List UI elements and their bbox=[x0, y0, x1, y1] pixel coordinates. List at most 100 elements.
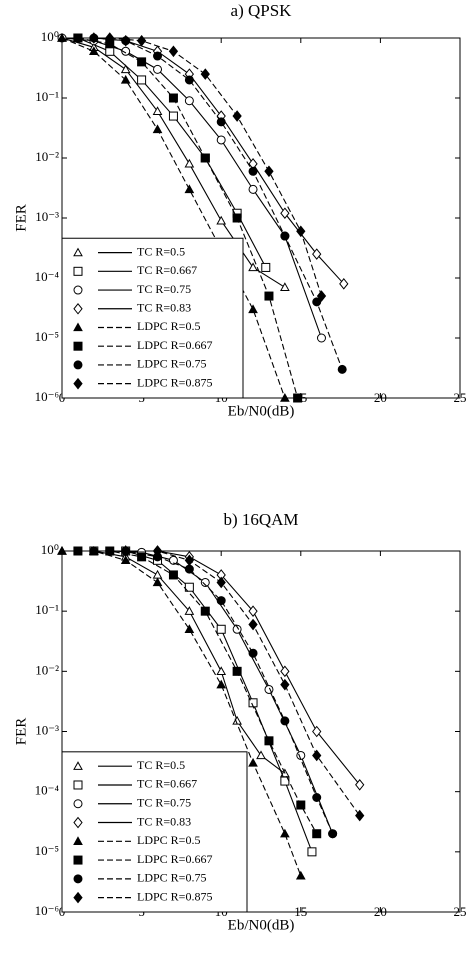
marker bbox=[137, 57, 147, 67]
marker bbox=[73, 816, 83, 829]
marker bbox=[295, 870, 306, 880]
y-tick-label: 10⁻⁴ bbox=[35, 269, 60, 284]
y-tick-label: 10⁻³ bbox=[35, 209, 59, 224]
x-tick-label: 20 bbox=[374, 904, 387, 919]
marker bbox=[152, 124, 163, 134]
marker bbox=[216, 666, 227, 676]
marker bbox=[248, 757, 258, 767]
marker bbox=[137, 552, 147, 562]
legend-label: TC R=0.667 bbox=[137, 777, 197, 791]
series-line bbox=[62, 38, 286, 398]
marker bbox=[168, 93, 178, 103]
marker bbox=[153, 64, 163, 74]
marker bbox=[73, 780, 83, 790]
legend-label: TC R=0.83 bbox=[137, 301, 191, 315]
marker bbox=[355, 779, 365, 791]
marker bbox=[73, 360, 83, 370]
marker bbox=[296, 800, 306, 810]
series-line bbox=[109, 551, 334, 834]
legend-label: TC R=0.75 bbox=[137, 796, 191, 810]
marker bbox=[280, 282, 290, 291]
y-tick-label: 10⁻² bbox=[35, 149, 59, 164]
marker bbox=[312, 829, 322, 839]
marker bbox=[216, 624, 226, 634]
marker bbox=[88, 46, 99, 56]
marker bbox=[248, 648, 258, 658]
marker bbox=[216, 215, 227, 225]
marker bbox=[280, 716, 290, 726]
y-tick-label: 10⁻⁵ bbox=[35, 329, 59, 344]
marker bbox=[232, 213, 242, 223]
legend-label: LDPC R=0.667 bbox=[137, 338, 212, 352]
y-tick-label: 10⁻⁴ bbox=[35, 783, 60, 798]
marker bbox=[168, 555, 178, 565]
marker bbox=[73, 855, 83, 865]
marker bbox=[280, 678, 290, 691]
marker bbox=[293, 393, 303, 403]
marker bbox=[200, 153, 210, 163]
marker bbox=[184, 624, 195, 633]
legend-label: LDPC R=0.5 bbox=[137, 319, 200, 333]
series-line bbox=[125, 551, 361, 816]
marker bbox=[184, 606, 195, 615]
legend-label: TC R=0.5 bbox=[137, 244, 185, 258]
marker bbox=[216, 596, 226, 606]
marker bbox=[232, 110, 242, 122]
marker bbox=[216, 117, 226, 127]
y-tick-label: 10⁻⁶ bbox=[35, 389, 59, 404]
plot-frame bbox=[61, 550, 461, 913]
y-tick-label: 10⁻⁵ bbox=[35, 843, 59, 858]
x-axis-label: Eb/N0(dB) bbox=[228, 917, 295, 933]
marker bbox=[312, 792, 322, 802]
legend-box bbox=[61, 237, 244, 399]
legend-box bbox=[61, 751, 248, 913]
marker bbox=[57, 545, 67, 555]
marker bbox=[73, 266, 83, 276]
marker bbox=[73, 302, 83, 315]
marker bbox=[248, 304, 258, 314]
y-tick-label: 10⁻¹ bbox=[35, 602, 59, 617]
marker bbox=[248, 605, 258, 617]
marker bbox=[328, 829, 338, 839]
marker bbox=[316, 333, 326, 343]
series-line bbox=[62, 38, 286, 288]
marker bbox=[105, 46, 115, 56]
x-axis-label: Eb/N0(dB) bbox=[228, 403, 295, 419]
series-line bbox=[77, 38, 299, 398]
marker bbox=[152, 577, 163, 587]
y-axis-label: FER bbox=[13, 718, 29, 746]
marker bbox=[120, 74, 131, 84]
marker bbox=[137, 75, 147, 85]
marker bbox=[200, 68, 210, 80]
series-line bbox=[109, 38, 323, 297]
chart-title: a) QPSK bbox=[231, 1, 293, 20]
marker bbox=[73, 836, 83, 845]
legend-label: TC R=0.667 bbox=[137, 263, 197, 277]
marker bbox=[232, 666, 242, 676]
y-tick-label: 10⁰ bbox=[41, 542, 59, 557]
legend-label: LDPC R=0.5 bbox=[137, 833, 200, 847]
marker bbox=[105, 32, 115, 44]
marker bbox=[168, 570, 178, 580]
marker bbox=[73, 546, 83, 556]
marker bbox=[121, 46, 131, 56]
marker bbox=[184, 184, 195, 194]
marker bbox=[153, 51, 163, 61]
marker bbox=[248, 166, 258, 176]
marker bbox=[121, 545, 131, 557]
marker bbox=[355, 809, 365, 822]
marker bbox=[280, 665, 290, 678]
marker bbox=[136, 34, 147, 47]
marker bbox=[296, 225, 306, 238]
legend-label: TC R=0.5 bbox=[137, 758, 185, 772]
marker bbox=[216, 135, 226, 145]
legend-label: TC R=0.75 bbox=[137, 282, 191, 296]
marker bbox=[248, 618, 258, 631]
marker bbox=[312, 297, 322, 307]
marker bbox=[184, 564, 194, 574]
legend-label: TC R=0.83 bbox=[137, 814, 191, 828]
marker bbox=[339, 278, 349, 290]
y-tick-label: 10⁻¹ bbox=[35, 89, 59, 104]
chart-title: b) 16QAM bbox=[223, 510, 298, 529]
